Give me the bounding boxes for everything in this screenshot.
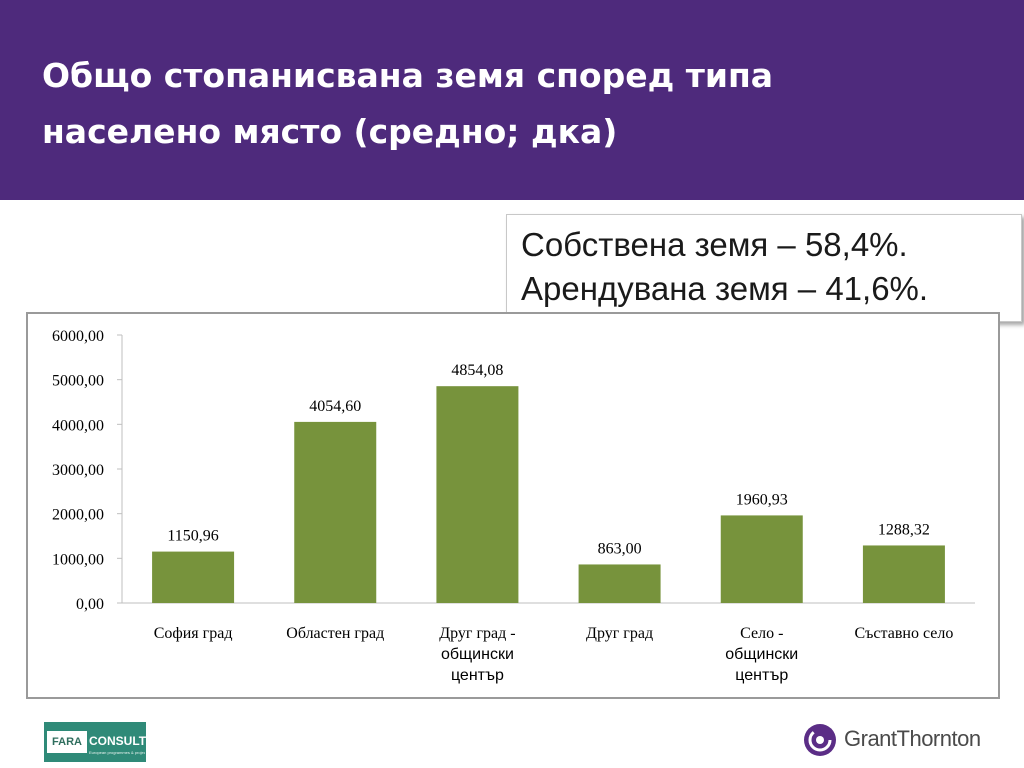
data-label: 4054,60: [309, 398, 361, 415]
y-tick-label: 4000,00: [52, 417, 104, 434]
data-label: 1288,32: [878, 521, 930, 538]
bar: [578, 564, 661, 603]
x-tick-label-line: Друг град -: [439, 625, 515, 642]
callout-rented-land: Арендувана земя – 41,6%.: [521, 270, 929, 307]
y-tick-label: 3000,00: [52, 462, 104, 479]
x-tick-label: Друг град - общински център: [439, 625, 515, 684]
x-tick-label: Село - общински център: [725, 625, 798, 684]
y-tick-label: 6000,00: [52, 328, 104, 345]
bar: [294, 421, 377, 603]
y-tick-label: 1000,00: [52, 551, 104, 568]
grant-thornton-logo: GrantThornton: [802, 722, 1002, 758]
x-tick-label: Областен град: [286, 625, 384, 642]
x-tick-label: София град: [154, 625, 233, 642]
x-tick-label-line: Областен град: [286, 625, 384, 642]
slide-title: Общо стопанисвана земя според типа насел…: [42, 56, 774, 151]
y-tick-label: 0,00: [76, 596, 104, 613]
ownership-callout: Собствена земя – 58,4%. Арендувана земя …: [506, 214, 1022, 322]
x-tick-label-line: Друг град: [586, 625, 653, 642]
x-tick-label: Друг град: [586, 625, 653, 642]
bar: [436, 386, 519, 603]
bar: [152, 551, 235, 603]
data-label: 4854,08: [451, 362, 503, 379]
x-tick-label-line: център: [451, 667, 504, 684]
grant-thornton-swirl-icon: [804, 724, 836, 756]
bar: [720, 515, 803, 603]
fara-logo-tagline: European programmes & projects: [89, 750, 145, 755]
callout-owned-land: Собствена земя – 58,4%.: [521, 226, 908, 263]
y-tick-label: 2000,00: [52, 507, 104, 524]
y-tick-label: 5000,00: [52, 373, 104, 390]
fara-logo-mark: FARA: [47, 731, 87, 753]
fara-consult-logo: FARA CONSULT European programmes & proje…: [44, 722, 146, 762]
x-tick-label-line: Съставно село: [854, 625, 953, 642]
bar: [862, 545, 945, 603]
x-tick-label: Съставно село: [854, 625, 953, 642]
data-label: 863,00: [598, 540, 642, 557]
x-tick-label-line: София град: [154, 625, 233, 642]
slide-header: Общо стопанисвана земя според типа насел…: [0, 0, 1024, 200]
x-tick-label-line: общински: [441, 646, 514, 663]
fara-logo-consult: CONSULT: [89, 734, 147, 748]
data-label: 1150,96: [167, 528, 218, 545]
x-tick-label-line: Село -: [740, 625, 783, 642]
x-tick-label-line: център: [735, 667, 788, 684]
x-tick-label-line: общински: [725, 646, 798, 663]
grant-thornton-wordmark: GrantThornton: [844, 726, 981, 751]
data-label: 1960,93: [736, 491, 788, 508]
